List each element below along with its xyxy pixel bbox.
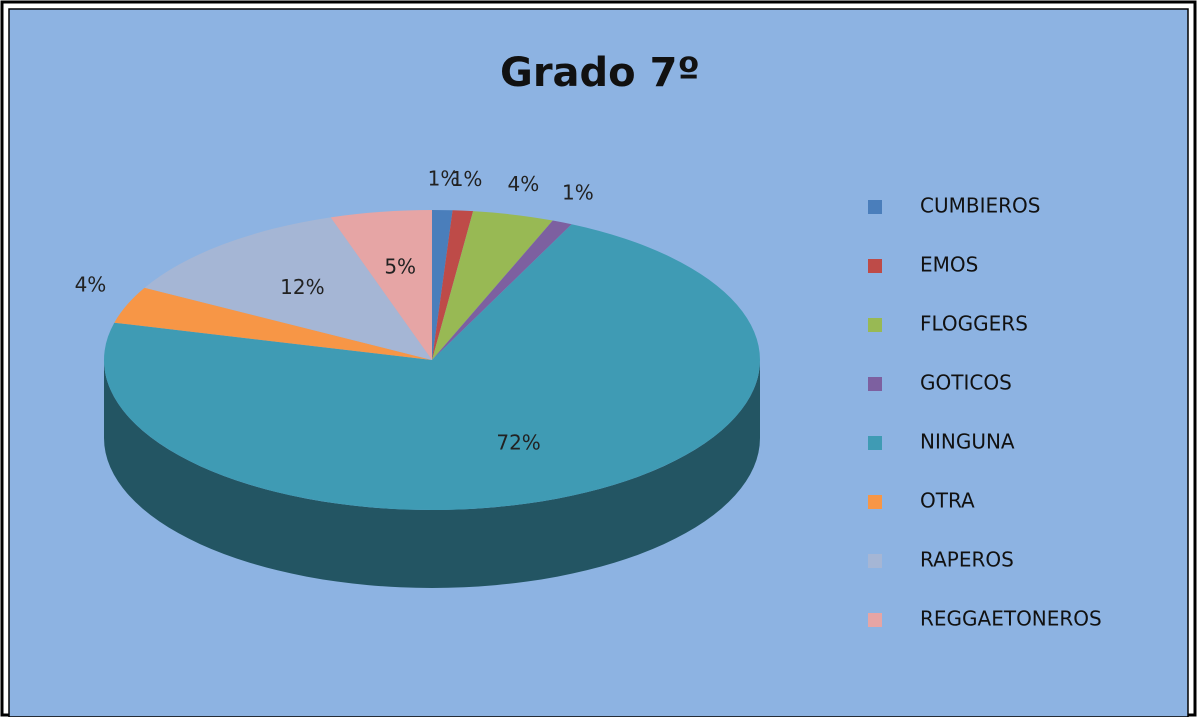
pie-slice xyxy=(432,210,474,360)
data-label: 1% xyxy=(451,167,483,191)
pie-slice xyxy=(114,287,433,360)
data-label: 1% xyxy=(428,167,460,191)
pie-slice xyxy=(432,210,453,360)
legend-label: FLOGGERS xyxy=(920,312,1028,336)
pie-slice xyxy=(330,210,432,360)
pie-slice xyxy=(432,211,553,360)
legend-label: EMOS xyxy=(920,253,978,277)
legend-swatch xyxy=(868,200,882,214)
legend-swatch xyxy=(868,554,882,568)
legend-label: OTRA xyxy=(920,489,975,513)
data-label: 4% xyxy=(75,273,107,297)
pie-slice xyxy=(432,220,572,360)
legend-label: RAPEROS xyxy=(920,548,1014,572)
legend-swatch xyxy=(868,377,882,391)
data-label: 4% xyxy=(507,172,539,196)
legend-swatch xyxy=(868,613,882,627)
chart-title: Grado 7º xyxy=(500,50,700,96)
legend-swatch xyxy=(868,259,882,273)
legend-swatch xyxy=(868,495,882,509)
legend-swatch xyxy=(868,436,882,450)
legend-label: NINGUNA xyxy=(920,430,1015,454)
pie-slice xyxy=(103,224,760,511)
data-label: 12% xyxy=(280,275,324,299)
data-label: 1% xyxy=(562,180,594,204)
pie-slice xyxy=(144,217,432,360)
legend-label: GOTICOS xyxy=(920,371,1012,395)
data-label: 72% xyxy=(496,431,540,455)
legend-label: REGGAETONEROS xyxy=(920,607,1102,631)
legend-swatch xyxy=(868,318,882,332)
slice-side xyxy=(104,360,760,588)
data-label: 5% xyxy=(384,255,416,279)
legend-label: CUMBIEROS xyxy=(920,194,1040,218)
